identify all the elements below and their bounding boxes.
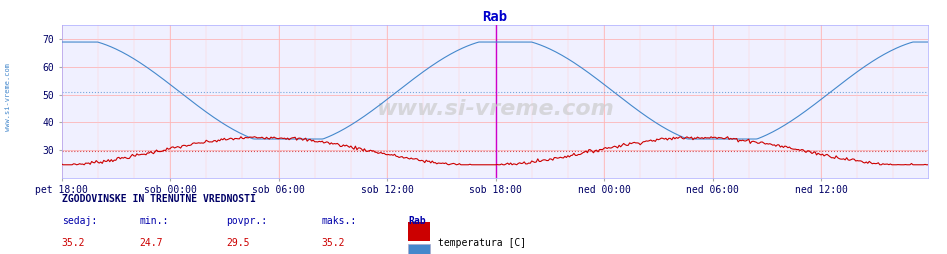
Text: ZGODOVINSKE IN TRENUTNE VREDNOSTI: ZGODOVINSKE IN TRENUTNE VREDNOSTI <box>62 194 256 204</box>
Text: www.si-vreme.com: www.si-vreme.com <box>376 99 614 119</box>
FancyBboxPatch shape <box>408 244 430 254</box>
Text: povpr.:: povpr.: <box>226 216 267 226</box>
Text: 29.5: 29.5 <box>226 238 250 248</box>
Title: Rab: Rab <box>482 10 508 24</box>
Text: min.:: min.: <box>139 216 169 226</box>
Text: temperatura [C]: temperatura [C] <box>438 238 527 248</box>
FancyBboxPatch shape <box>408 222 430 241</box>
Text: 24.7: 24.7 <box>139 238 163 248</box>
Text: 35.2: 35.2 <box>62 238 85 248</box>
Text: maks.:: maks.: <box>321 216 357 226</box>
Text: sedaj:: sedaj: <box>62 216 97 226</box>
Text: www.si-vreme.com: www.si-vreme.com <box>5 62 10 131</box>
Text: 35.2: 35.2 <box>321 238 345 248</box>
Text: Rab: Rab <box>408 216 426 226</box>
